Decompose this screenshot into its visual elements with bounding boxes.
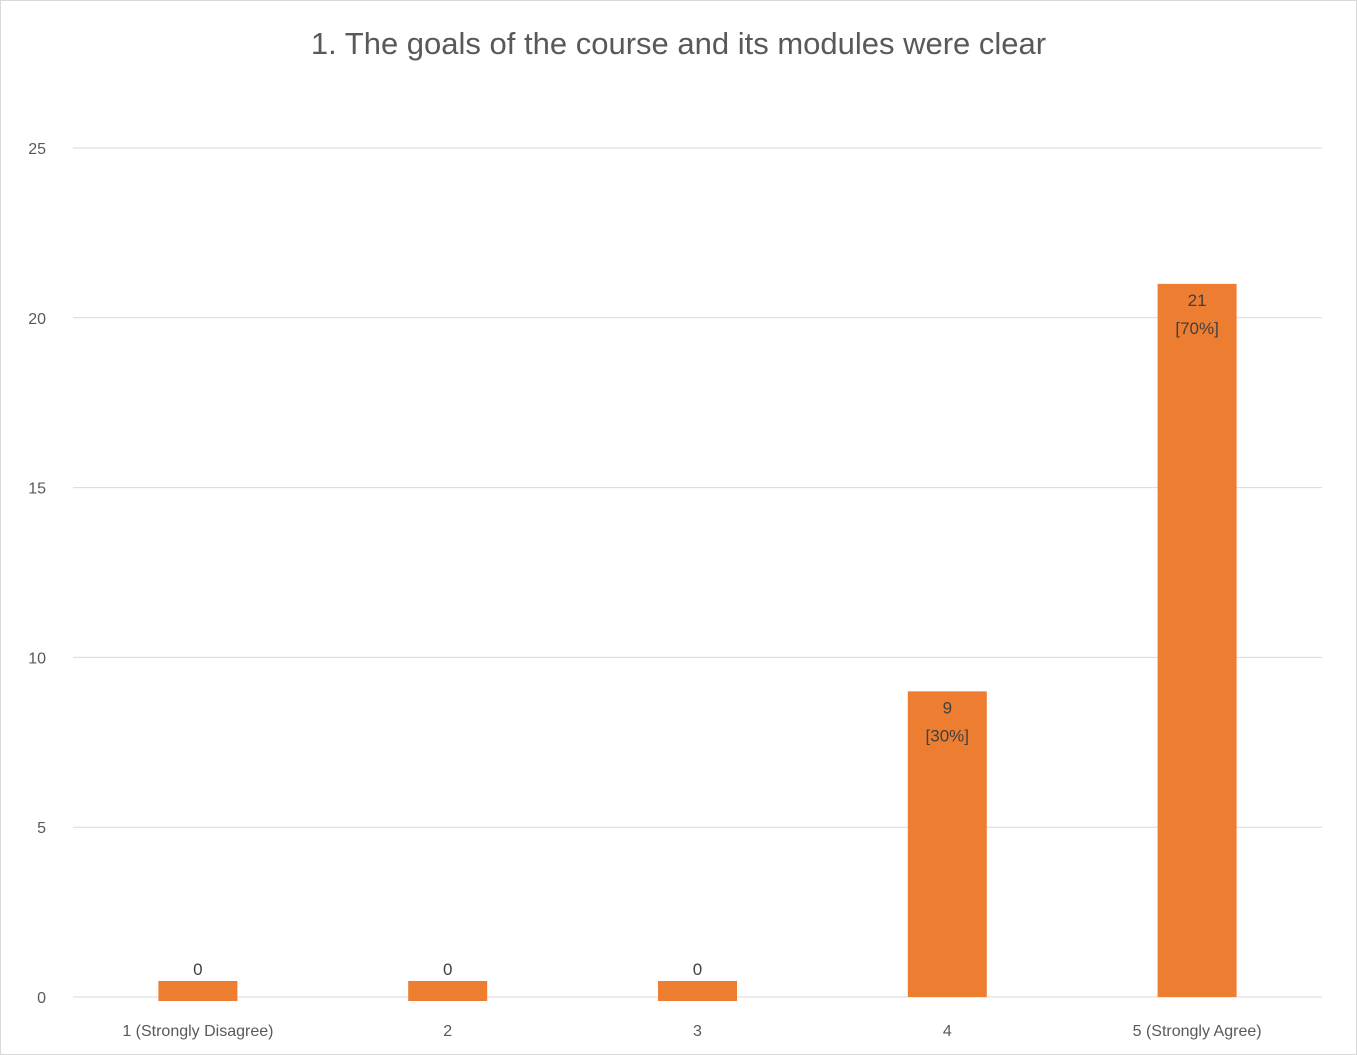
chart-title: 1. The goals of the course and its modul… [310, 26, 1047, 61]
y-tick-label: 0 [37, 990, 46, 1007]
y-tick-label: 5 [37, 820, 46, 837]
x-tick-label: 5 (Strongly Agree) [1133, 1023, 1262, 1040]
y-tick-label: 10 [28, 650, 46, 667]
y-tick-label: 20 [28, 311, 46, 328]
x-tick-label: 1 (Strongly Disagree) [122, 1023, 273, 1040]
data-label: [30%] [926, 726, 969, 745]
bar-2 [408, 981, 488, 1001]
data-label: 0 [693, 960, 702, 979]
bar-1 [158, 981, 238, 1001]
x-tick-label: 3 [693, 1023, 702, 1040]
data-label: 0 [193, 960, 202, 979]
bar-3 [658, 981, 737, 1001]
bar-5 [1157, 283, 1237, 998]
data-label: 9 [943, 698, 952, 717]
data-label: [70%] [1175, 319, 1218, 338]
y-tick-label: 25 [28, 141, 46, 158]
data-label: 21 [1188, 291, 1207, 310]
y-tick-label: 15 [28, 481, 46, 498]
bar-4 [907, 691, 987, 997]
x-tick-label: 4 [943, 1023, 952, 1040]
data-label: 0 [443, 960, 452, 979]
x-tick-label: 2 [443, 1023, 452, 1040]
